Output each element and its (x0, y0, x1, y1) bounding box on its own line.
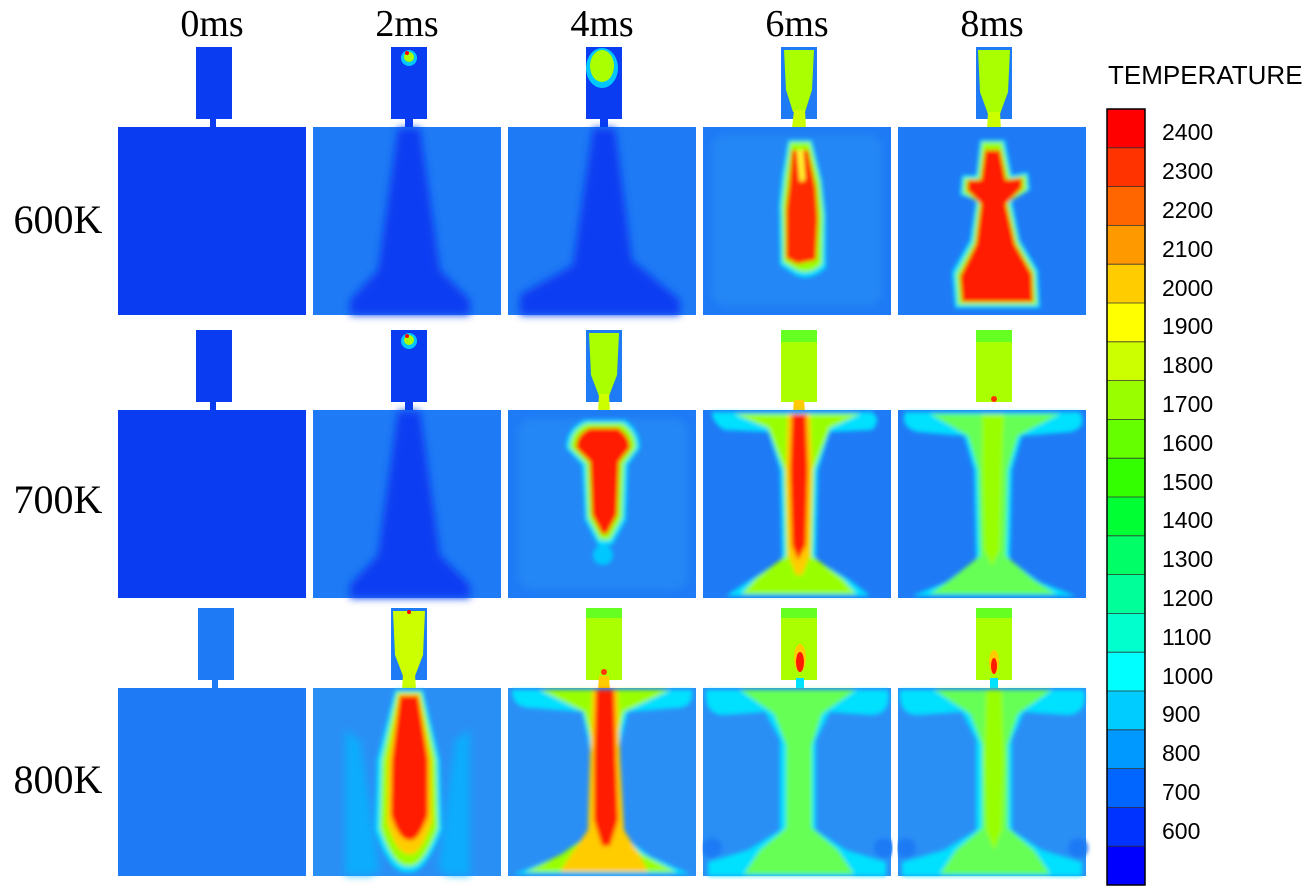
row-label-600k: 600K (13, 197, 103, 242)
colorbar-tick-label: 800 (1162, 740, 1201, 767)
colorbar-tick-label: 1000 (1162, 662, 1214, 689)
colorbar-tick-label: 2000 (1162, 274, 1214, 301)
row-label-800k: 800K (13, 757, 103, 802)
colorbar-band (1107, 458, 1145, 498)
panel-600k-0ms (118, 47, 306, 315)
colorbar-tick-label: 1600 (1162, 429, 1214, 456)
colorbar-band (1107, 341, 1145, 382)
colorbar-band (1107, 574, 1145, 614)
colorbar-band (1107, 807, 1145, 847)
colorbar-band (1107, 303, 1145, 343)
colorbar-band (1107, 225, 1145, 265)
column-header-0ms: 0ms (180, 3, 244, 45)
colorbar-tick-label: 2200 (1162, 197, 1214, 223)
panel-700k-2ms (313, 330, 501, 598)
colorbar-band (1107, 729, 1145, 770)
colorbar-tick-label: 2100 (1162, 235, 1214, 262)
colorbar-band (1107, 264, 1145, 304)
colorbar-tick-label: 1200 (1162, 585, 1214, 611)
panel-600k-6ms (703, 47, 891, 315)
temperature-colorbar (1106, 108, 1146, 886)
colorbar-band (1107, 768, 1145, 808)
colorbar-tick-label: 1500 (1162, 468, 1214, 495)
colorbar-band (1107, 535, 1145, 576)
panel-700k-8ms (898, 330, 1086, 598)
column-header-2ms: 2ms (375, 3, 439, 45)
panel-800k-2ms (313, 608, 501, 876)
colorbar-tick-label: 1800 (1162, 352, 1214, 379)
column-header-6ms: 6ms (765, 3, 829, 45)
colorbar-tick-label: 1300 (1162, 546, 1214, 573)
colorbar-tick-label: 900 (1162, 701, 1201, 728)
panel-dividers (307, 40, 898, 886)
colorbar-band (1107, 419, 1145, 459)
panel-600k-8ms (898, 47, 1086, 315)
panel-800k-0ms (118, 608, 306, 876)
column-header-8ms: 8ms (960, 3, 1024, 45)
colorbar-tick-label: 1400 (1162, 507, 1214, 534)
colorbar-tick-label: 1700 (1162, 391, 1214, 417)
contour-panel-grid (118, 40, 1088, 886)
panel-800k-6ms (702, 608, 894, 876)
colorbar-band (1107, 109, 1145, 149)
colorbar-tick-label: 600 (1162, 817, 1201, 844)
colorbar-bands (1107, 109, 1145, 886)
panel-600k-4ms (508, 47, 696, 315)
colorbar-band (1107, 380, 1145, 420)
colorbar-band (1107, 497, 1145, 537)
colorbar-tick-label: 2400 (1162, 119, 1214, 146)
column-header-4ms: 4ms (570, 3, 634, 45)
colorbar-band (1107, 613, 1145, 653)
colorbar-band (1107, 691, 1145, 731)
panel-700k-6ms (703, 330, 891, 598)
colorbar-tick-label: 1900 (1162, 313, 1214, 340)
row-label-700k: 700K (13, 477, 103, 522)
colorbar-band (1107, 147, 1145, 188)
colorbar-tick-label: 2300 (1162, 158, 1214, 185)
panel-800k-8ms (896, 608, 1088, 876)
legend-title: TEMPERATURE (1108, 60, 1303, 90)
colorbar-tick-label: 1100 (1162, 623, 1212, 650)
colorbar-tick-label: 700 (1162, 779, 1201, 805)
panel-800k-4ms (508, 608, 696, 876)
colorbar-band (1107, 652, 1145, 692)
colorbar-band (1107, 186, 1145, 226)
colorbar-band (1107, 846, 1145, 886)
panel-700k-0ms (118, 330, 306, 598)
panel-600k-2ms (313, 47, 501, 315)
panel-700k-4ms (508, 330, 696, 598)
